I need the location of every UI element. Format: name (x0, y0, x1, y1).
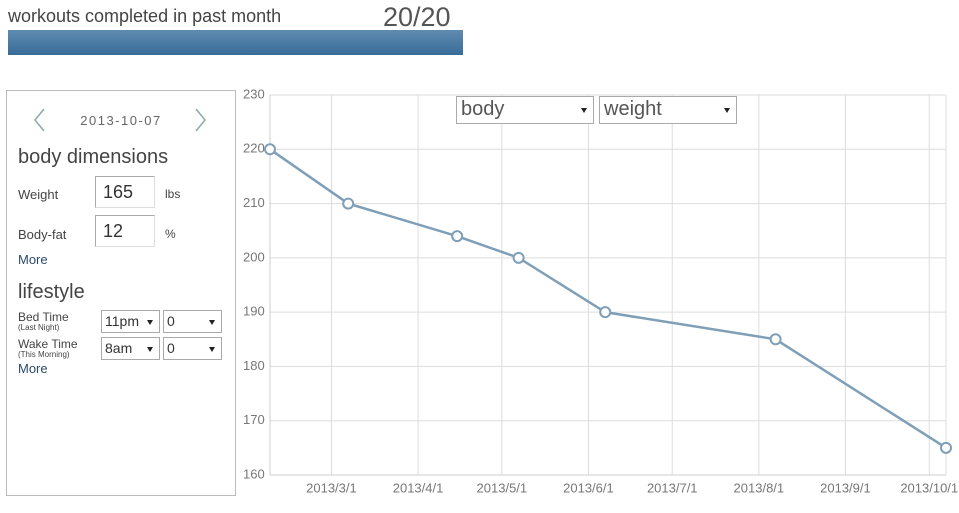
more-link[interactable]: More (18, 361, 48, 376)
section-title: body dimensions (18, 146, 169, 168)
data-point (451, 230, 464, 243)
y-tick-label: 230 (243, 86, 265, 101)
progress-bar (8, 30, 463, 55)
field-label: Body-fat (18, 227, 67, 242)
extra-select[interactable]: 0 (163, 310, 222, 333)
progress-track (8, 30, 463, 55)
x-tick-label: 2013/4/1 (393, 480, 444, 495)
field-unit: lbs (165, 187, 181, 201)
x-tick-label: 2013/5/1 (477, 480, 528, 495)
data-line (269, 148, 947, 449)
data-point (512, 251, 525, 264)
lifestyle-sublabel: (Last Night) (18, 323, 60, 332)
x-tick-label: 2013/3/1 (306, 480, 357, 495)
field-label: Weight (18, 187, 59, 202)
progress-label: 20/20 (383, 2, 451, 32)
section-title: lifestyle (18, 281, 85, 303)
y-tick-label: 170 (243, 412, 265, 427)
data-point (769, 333, 782, 346)
y-tick-label: 210 (243, 195, 265, 210)
y-tick-label: 220 (243, 141, 265, 156)
metric-select[interactable]: weight (599, 96, 737, 124)
lifestyle-sublabel: (This Morning) (18, 350, 70, 359)
weight-input[interactable]: 165 (95, 176, 155, 208)
x-tick-label: 2013/7/1 (647, 480, 698, 495)
data-point (342, 197, 355, 210)
field-unit: % (165, 227, 176, 241)
extra-select[interactable]: 0 (163, 337, 222, 360)
date: 2013-10-07 (80, 113, 162, 128)
more-link[interactable]: More (18, 252, 48, 267)
time-select[interactable]: 8am (101, 337, 160, 360)
header-title: workouts completed in past month (8, 6, 282, 26)
y-tick-label: 190 (243, 304, 265, 319)
lifestyle-label: Wake Time (18, 337, 78, 351)
y-tick-label: 180 (243, 358, 265, 373)
x-tick-label: 2013/10/1 (900, 480, 958, 495)
bodyfat-input[interactable]: 12 (95, 215, 155, 247)
prev-arrow[interactable] (33, 107, 47, 133)
next-arrow[interactable] (193, 107, 207, 133)
category-select[interactable]: body (456, 96, 594, 124)
x-tick-label: 2013/8/1 (734, 480, 785, 495)
y-tick-label: 160 (243, 466, 265, 481)
data-point (940, 441, 952, 454)
x-tick-label: 2013/6/1 (563, 480, 614, 495)
time-select[interactable]: 11pm (101, 310, 160, 333)
data-point (264, 143, 276, 156)
x-tick-label: 2013/9/1 (820, 480, 871, 495)
y-tick-label: 200 (243, 249, 265, 264)
data-point (599, 306, 612, 319)
lifestyle-label: Bed Time (18, 310, 69, 324)
side-panel: 2013-10-07 body dimensions Weight 165 lb… (6, 90, 236, 496)
